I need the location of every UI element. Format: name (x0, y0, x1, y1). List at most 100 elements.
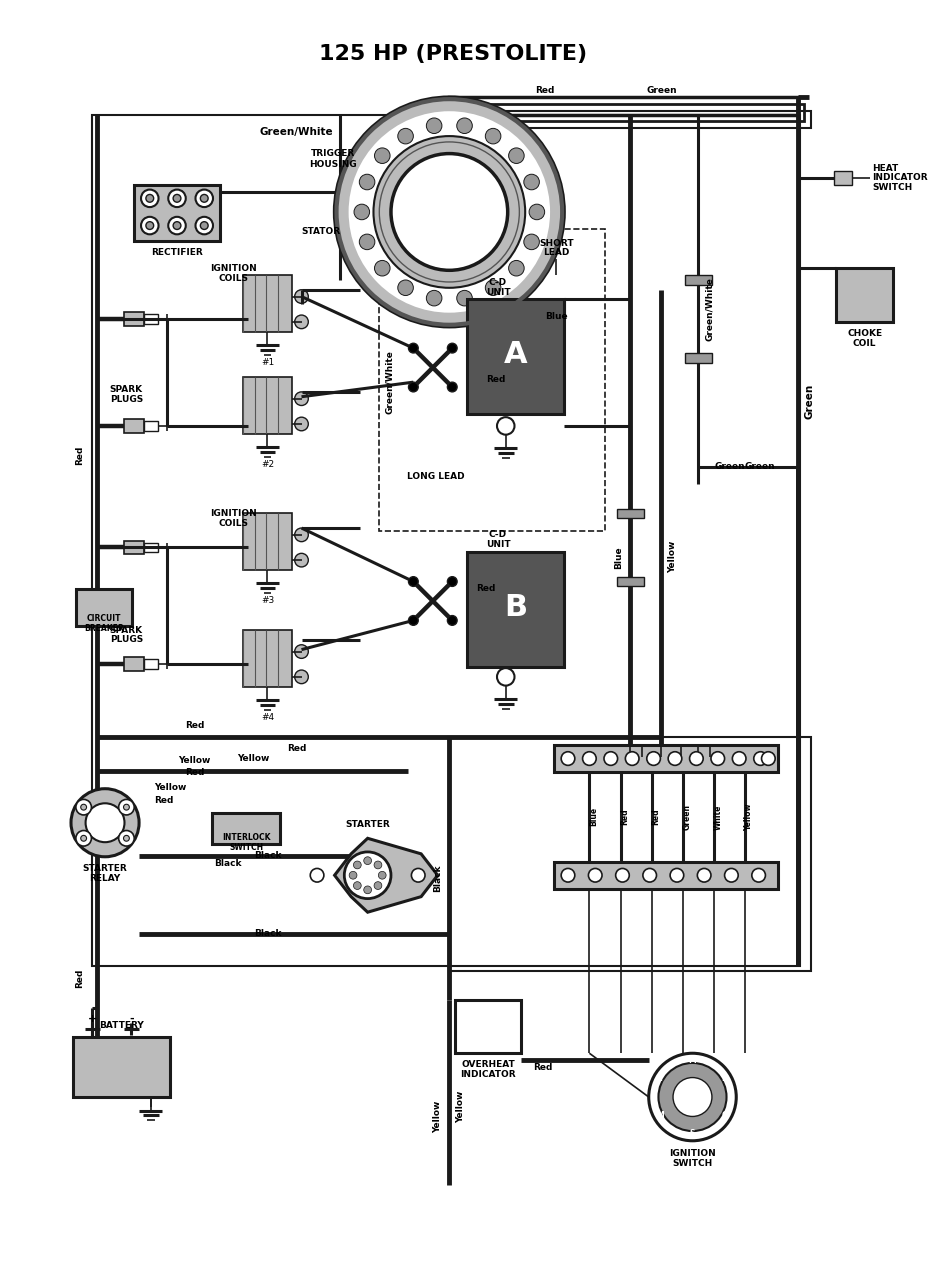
Circle shape (391, 154, 508, 271)
Circle shape (347, 109, 551, 314)
Text: STATOR: STATOR (301, 226, 341, 235)
Circle shape (647, 752, 661, 766)
Bar (554, 745, 778, 772)
Text: COILS: COILS (218, 273, 248, 282)
Bar (442, 104, 804, 122)
Text: OVERHEAT: OVERHEAT (461, 1061, 515, 1070)
Circle shape (725, 869, 738, 881)
Text: HEAT: HEAT (872, 164, 898, 173)
Text: S: S (689, 1130, 695, 1138)
Text: STARTER: STARTER (345, 820, 390, 829)
Text: RELAY: RELAY (90, 874, 120, 883)
Text: SWITCH: SWITCH (872, 183, 912, 192)
Text: Green/White: Green/White (705, 277, 715, 341)
Circle shape (374, 261, 390, 276)
Circle shape (201, 221, 208, 229)
Circle shape (146, 221, 154, 229)
Text: Red: Red (535, 86, 554, 95)
Circle shape (374, 881, 382, 889)
Bar (450, 738, 811, 971)
Text: INTERLOCK: INTERLOCK (222, 833, 271, 842)
Bar (76, 589, 132, 626)
Circle shape (752, 869, 765, 881)
Circle shape (643, 869, 657, 881)
Circle shape (311, 869, 324, 881)
Circle shape (411, 869, 425, 881)
Text: Green: Green (804, 384, 815, 420)
Circle shape (523, 234, 539, 249)
Bar (380, 229, 605, 530)
Circle shape (349, 871, 357, 879)
Bar (134, 184, 220, 242)
Bar (124, 418, 144, 432)
Text: Yellow: Yellow (178, 756, 211, 764)
Text: B: B (504, 593, 527, 622)
Bar (124, 658, 144, 672)
Text: Green/White: Green/White (259, 127, 333, 137)
Bar (436, 111, 811, 128)
Circle shape (344, 852, 391, 898)
Circle shape (295, 315, 308, 328)
Bar (244, 275, 292, 332)
Circle shape (497, 417, 514, 435)
Circle shape (426, 290, 442, 307)
Bar (244, 378, 292, 434)
Circle shape (295, 417, 308, 431)
Text: #2: #2 (261, 460, 274, 469)
Circle shape (374, 148, 390, 164)
Circle shape (295, 392, 308, 406)
Text: Red: Red (185, 768, 204, 777)
Text: #4: #4 (261, 714, 274, 722)
Circle shape (457, 290, 472, 307)
Bar (466, 299, 564, 415)
Text: Yellow: Yellow (456, 1090, 466, 1123)
Bar (836, 268, 893, 322)
Text: B: B (721, 1074, 728, 1082)
Circle shape (168, 216, 186, 234)
Circle shape (409, 343, 418, 352)
Circle shape (485, 128, 501, 144)
Circle shape (379, 871, 386, 879)
Bar (244, 630, 292, 687)
Bar (685, 352, 712, 363)
Circle shape (409, 382, 418, 392)
Circle shape (761, 752, 775, 766)
Circle shape (409, 576, 418, 586)
Text: +: + (88, 1014, 97, 1024)
Circle shape (71, 789, 139, 857)
Text: Red: Red (533, 1063, 552, 1072)
Text: IGNITION: IGNITION (669, 1149, 716, 1158)
Bar (554, 861, 778, 889)
Bar (73, 1037, 170, 1096)
Text: -: - (129, 1014, 133, 1024)
Circle shape (689, 752, 703, 766)
Circle shape (448, 343, 457, 352)
Circle shape (589, 869, 602, 881)
Circle shape (76, 831, 91, 846)
Text: C-D: C-D (489, 530, 507, 539)
Bar (124, 312, 144, 326)
Text: Red: Red (477, 584, 496, 593)
Text: Red: Red (154, 796, 173, 805)
Circle shape (354, 205, 369, 220)
Circle shape (668, 752, 682, 766)
Text: Red: Red (287, 744, 306, 753)
Bar (466, 552, 564, 667)
Text: Red: Red (651, 809, 660, 826)
Circle shape (295, 553, 308, 567)
Text: CIRCUIT: CIRCUIT (87, 614, 121, 623)
Circle shape (409, 616, 418, 626)
Circle shape (76, 799, 91, 815)
Circle shape (523, 174, 539, 190)
Circle shape (118, 831, 134, 846)
Circle shape (141, 190, 159, 207)
Circle shape (448, 382, 457, 392)
Text: IGNITION: IGNITION (210, 509, 257, 518)
Text: LEAD: LEAD (543, 248, 569, 257)
Text: IGNITION: IGNITION (210, 263, 257, 273)
Circle shape (201, 195, 208, 202)
Text: BREAKER: BREAKER (84, 623, 124, 632)
Circle shape (711, 752, 725, 766)
Circle shape (295, 670, 308, 683)
Circle shape (295, 645, 308, 659)
